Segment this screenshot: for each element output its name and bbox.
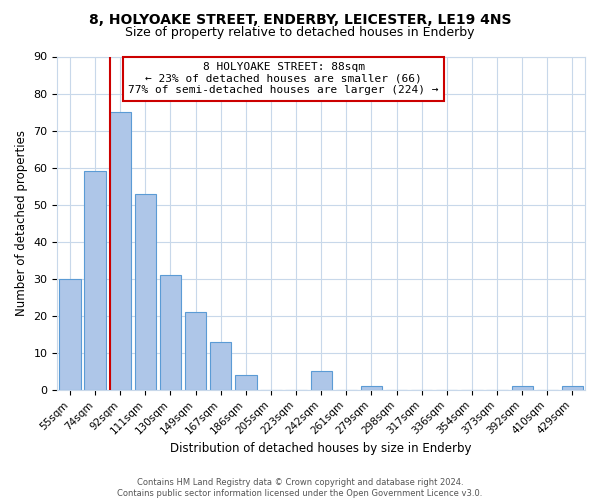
Bar xyxy=(562,386,583,390)
Bar xyxy=(110,112,131,390)
Bar xyxy=(59,278,80,390)
Y-axis label: Number of detached properties: Number of detached properties xyxy=(15,130,28,316)
Bar xyxy=(160,275,181,390)
Text: Size of property relative to detached houses in Enderby: Size of property relative to detached ho… xyxy=(125,26,475,39)
Bar xyxy=(512,386,533,390)
Text: Contains HM Land Registry data © Crown copyright and database right 2024.
Contai: Contains HM Land Registry data © Crown c… xyxy=(118,478,482,498)
Bar xyxy=(210,342,232,390)
Text: 8 HOLYOAKE STREET: 88sqm
← 23% of detached houses are smaller (66)
77% of semi-d: 8 HOLYOAKE STREET: 88sqm ← 23% of detach… xyxy=(128,62,439,96)
Bar xyxy=(134,194,156,390)
X-axis label: Distribution of detached houses by size in Enderby: Distribution of detached houses by size … xyxy=(170,442,472,455)
Text: 8, HOLYOAKE STREET, ENDERBY, LEICESTER, LE19 4NS: 8, HOLYOAKE STREET, ENDERBY, LEICESTER, … xyxy=(89,12,511,26)
Bar xyxy=(85,172,106,390)
Bar xyxy=(185,312,206,390)
Bar xyxy=(235,375,257,390)
Bar xyxy=(361,386,382,390)
Bar xyxy=(311,372,332,390)
